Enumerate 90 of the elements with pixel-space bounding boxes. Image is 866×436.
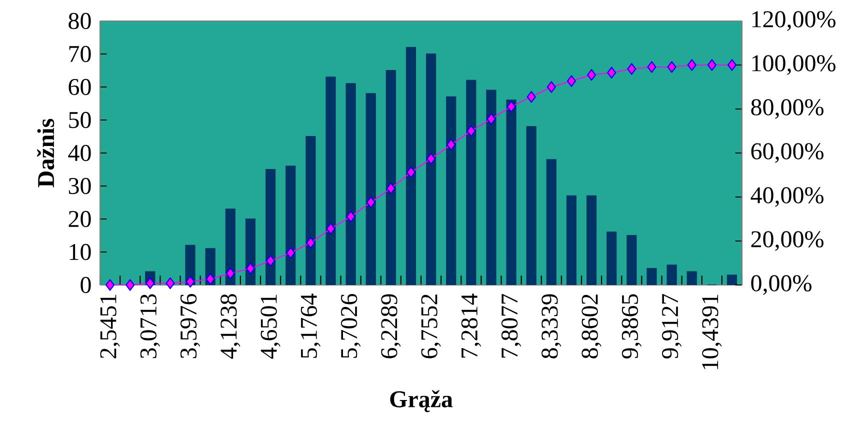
point [366,196,376,208]
point [727,59,737,71]
point [266,254,276,267]
y2-tick-label: 0,00% [751,275,812,295]
bar [406,46,416,285]
y2-tick-label: 120,00% [752,11,836,31]
bar [586,195,597,285]
bar [286,166,296,285]
x-tick-label: 5,1764 [300,294,320,358]
y-tick-label: 10 [70,244,91,260]
y-tick-label: 50 [69,112,91,128]
x-tick-label: 8,3339 [542,294,562,358]
bar [446,96,456,285]
bar [466,80,476,285]
x-tick-label: 2,5451 [100,294,120,358]
point [506,100,516,112]
y-tick-label: 30 [68,178,91,194]
y2-tick-label: 60,00% [751,143,824,163]
y-tick-label: 70 [69,46,91,62]
point [707,59,716,71]
point [386,182,396,194]
point [627,63,636,75]
point [687,59,696,71]
bar [426,53,436,285]
point [566,75,576,87]
bar [486,90,496,285]
x-axis-title: Grąža [390,390,453,412]
bar [506,100,516,285]
point [226,267,235,280]
x-tick-label: 5,7026 [340,294,361,358]
y-tick-label: 60 [68,78,91,96]
x-tick-label: 8,8602 [582,294,602,358]
bar [726,274,738,285]
bar [546,159,556,285]
x-tick-label: 3,5976 [180,294,200,358]
bar [686,271,697,285]
point [406,166,416,178]
point [126,279,135,291]
bar [646,268,657,285]
y-axis-title: Dažnis [36,118,54,188]
bar [346,83,356,285]
point [426,152,436,165]
point [446,138,456,151]
x-tick-label: 6,2289 [381,294,401,358]
bar [386,70,396,285]
point [286,247,296,259]
point [647,61,656,73]
point [106,279,115,291]
y2-tick-label: 100,00% [752,55,836,75]
point [206,273,215,285]
x-tick-label: 4,6501 [260,294,280,359]
y-tick-label: 80 [68,12,91,30]
point [246,262,256,274]
x-tick-label: 9,3865 [622,294,642,358]
point [667,61,676,73]
point [306,236,316,249]
y-tick-label: 40 [68,144,91,162]
y2-tick-label: 20,00% [751,231,824,251]
bar [626,234,637,285]
bar [225,208,236,285]
x-tick-label: 6,7552 [421,294,441,358]
x-tick-label: 10,4391 [702,294,722,370]
y2-tick-label: 40,00% [750,187,824,207]
bar [666,264,677,285]
bar [606,232,617,285]
x-tick-label: 4,1238 [220,294,240,359]
point [587,69,596,81]
x-tick-label: 3,0713 [140,294,160,358]
point [486,113,496,125]
point [546,81,556,93]
y2-tick-label: 80,00% [751,99,824,119]
point [607,66,616,79]
x-tick-label: 7,8077 [501,294,522,358]
bar [326,76,336,285]
point [186,276,195,288]
x-tick-label: 7,2814 [461,294,481,358]
point [166,277,175,290]
point [466,125,476,137]
bar [306,136,316,285]
x-tick-label: 9,9127 [662,294,682,358]
point [346,210,356,222]
bar [366,93,376,285]
bar [566,195,577,285]
point [526,91,536,103]
point [146,277,155,290]
y-tick-label: 20 [68,210,91,228]
point [326,222,336,235]
bar [526,126,536,285]
bar [265,168,276,285]
y-tick-label: 0 [80,276,91,294]
